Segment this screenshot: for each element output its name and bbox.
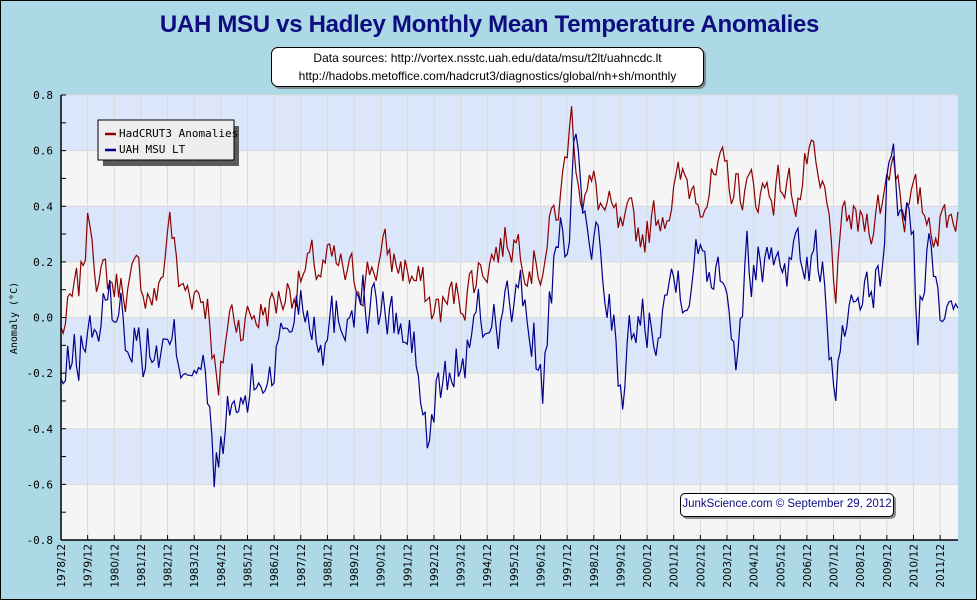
source-line-hadley: http://hadobs.metoffice.com/hadcrut3/dia… (298, 69, 677, 83)
x-tick-label: 2011/12 (935, 544, 947, 588)
x-tick-label: 2002/12 (695, 544, 707, 588)
y-tick-label: 0.0 (33, 312, 53, 325)
x-tick-labels: 1978/12 1979/12 1980/12 1981/12 1982/12 1983/… (56, 544, 947, 588)
y-tick-label: -0.6 (27, 478, 54, 491)
x-tick-label: 1984/12 (216, 544, 228, 588)
x-tick-label: 2001/12 (669, 544, 681, 588)
y-tick-label: 0.8 (33, 89, 53, 102)
x-tick-label: 1994/12 (482, 544, 494, 588)
x-tick-label: 2006/12 (802, 544, 814, 588)
x-tick-label: 1980/12 (109, 544, 121, 588)
legend: HadCRUT3 Anomalies UAH MSU LT (97, 119, 239, 166)
x-tick-label: 1990/12 (376, 544, 388, 588)
x-tick-label: 1997/12 (562, 544, 574, 588)
y-tick-label: -0.2 (27, 367, 54, 380)
data-sources-box: Data sources: http://vortex.nsstc.uah.ed… (271, 47, 704, 87)
x-tick-label: 1987/12 (296, 544, 308, 588)
y-tick-label: -0.4 (27, 423, 54, 436)
x-tick-label: 1996/12 (536, 544, 548, 588)
x-tick-label: 2007/12 (829, 544, 841, 588)
x-tick-label: 1993/12 (456, 544, 468, 588)
legend-box (97, 119, 235, 161)
x-tick-label: 1982/12 (163, 544, 175, 588)
x-tick-label: 2003/12 (722, 544, 734, 588)
x-tick-label: 1983/12 (189, 544, 201, 588)
x-tick-label: 1995/12 (509, 544, 521, 588)
x-tick-label: 1991/12 (402, 544, 414, 588)
x-tick-label: 2009/12 (882, 544, 894, 588)
band (61, 317, 958, 374)
chart-title: UAH MSU vs Hadley Monthly Mean Temperatu… (159, 11, 820, 38)
y-tick-labels: 0.8 0.6 0.4 0.2 0.0 -0.2 -0.4 -0.6 -0.8 (27, 89, 54, 547)
y-axis-label: Anomaly (°C) (9, 282, 20, 354)
x-tick-label: 1985/12 (242, 544, 254, 588)
x-tick-label: 1978/12 (56, 544, 68, 588)
x-tick-label: 1981/12 (136, 544, 148, 588)
x-tick-label: 1986/12 (269, 544, 281, 588)
y-tick-label: -0.8 (27, 534, 54, 547)
x-tick-label: 1998/12 (589, 544, 601, 588)
series-uah-msu-lt (60, 133, 959, 488)
x-tick-label: 2000/12 (642, 544, 654, 588)
x-tick-label: 1979/12 (83, 544, 95, 588)
x-tick-label: 1989/12 (349, 544, 361, 588)
x-tick-label: 1999/12 (615, 544, 627, 588)
axes (60, 94, 958, 541)
x-tick-label: 2010/12 (908, 544, 920, 588)
y-tick-label: 0.2 (33, 256, 53, 269)
credit-box: JunkScience.com © September 29, 2012 (680, 493, 894, 517)
x-tick-label: 1988/12 (322, 544, 334, 588)
band (61, 373, 958, 429)
series-hadcrut3 (60, 106, 959, 396)
source-line-uah: Data sources: http://vortex.nsstc.uah.ed… (313, 51, 662, 65)
band (61, 428, 958, 485)
x-tick-label: 2004/12 (749, 544, 761, 588)
x-tick-label: 1992/12 (429, 544, 441, 588)
x-tick-label: 2005/12 (775, 544, 787, 588)
x-tick-label: 2008/12 (855, 544, 867, 588)
y-tick-label: 0.6 (33, 145, 53, 158)
legend-label-hadcrut: HadCRUT3 Anomalies (119, 127, 238, 140)
y-tick-label: 0.4 (33, 200, 53, 213)
legend-label-uah: UAH MSU LT (119, 143, 186, 156)
